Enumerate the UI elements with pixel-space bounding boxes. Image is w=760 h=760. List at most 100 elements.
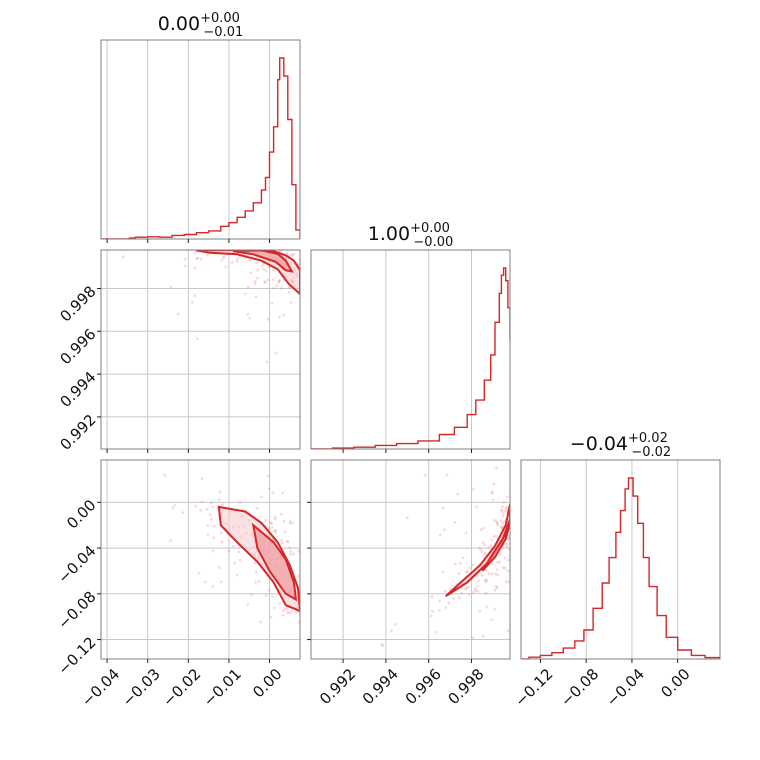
sample-point [277,279,281,283]
sample-point [199,243,202,246]
sample-point [163,473,167,477]
sample-point [493,607,497,611]
sample-point [501,566,505,569]
sample-point [472,591,475,594]
contour-inner [251,522,298,602]
sample-point [271,278,275,282]
sample-point [305,597,308,600]
sample-point [467,592,471,596]
sample-point [559,456,562,459]
sample-point [483,553,486,556]
sample-point [328,555,331,558]
sample-point [308,614,311,617]
sample-point [266,318,270,321]
x-tick-label-p2: 0.00 [657,665,693,701]
sample-point [578,580,581,583]
sample-point [434,630,437,634]
histogram-param-0 [101,57,300,239]
sample-point [536,554,539,557]
sample-point [516,544,519,547]
sample-point [205,507,209,511]
sample-point [593,509,596,512]
sample-point [302,588,305,591]
sample-point [346,630,349,633]
sample-point [494,585,498,589]
sample-point [512,516,515,519]
sample-point [314,610,317,613]
sample-point [331,212,334,215]
sample-point [249,271,253,275]
sample-point [302,271,305,274]
sample-point [224,265,228,269]
sample-point [466,570,469,574]
x-tick-label-p2: −0.08 [557,665,602,710]
sample-point [482,526,485,530]
sample-point [289,550,292,553]
sample-point [515,512,518,515]
sample-point [286,607,289,611]
sample-point [275,284,279,287]
sample-point [313,587,316,590]
sample-point [304,586,307,589]
x-tick-label-p1: 0.998 [444,665,487,708]
sample-point [288,232,291,235]
sample-point [238,500,242,504]
sample-point [220,540,224,544]
sample-point [272,268,275,272]
sample-point [302,278,305,281]
sample-point [206,533,210,536]
sample-point [197,571,201,575]
sample-point [522,522,525,525]
sample-point [277,280,280,284]
param-title-2: −0.04+0.02 −0.02 [570,431,671,460]
sample-point [264,269,268,273]
sample-point [543,527,546,530]
sample-point [546,596,549,599]
sample-point [502,501,506,504]
sample-point [406,516,409,520]
sample-point [211,549,215,553]
y-tick-label-p1: 0.996 [56,325,99,368]
sample-point [503,520,506,523]
sample-point [281,613,285,617]
sample-point [531,533,534,536]
sample-point [521,602,524,605]
y-tick-label-p2: −0.12 [54,633,99,678]
sample-point [507,537,510,540]
sample-point [287,611,291,615]
sample-point [246,603,250,606]
sample-point [492,535,496,538]
sample-point [277,242,280,245]
sample-point [238,240,241,243]
title-sub: −0.02 [631,445,671,460]
sample-point [499,553,502,556]
sample-point [208,513,212,516]
sample-point [257,579,261,583]
sample-point [525,517,528,520]
sample-point [206,253,209,257]
sample-point [193,266,197,270]
sample-point [249,593,253,597]
sample-point [307,595,310,598]
sample-point [494,534,498,538]
panel-2-2 [520,459,721,663]
sample-point [239,244,242,247]
sample-point [215,171,218,174]
sample-point [390,522,393,525]
sample-point [248,259,252,262]
sample-point [289,610,293,613]
sample-point [263,220,266,223]
sample-point [256,276,259,280]
sample-point [474,589,477,592]
sample-point [275,230,278,233]
sample-point [483,551,487,555]
param-title-1: 1.00+0.00 −0.00 [368,221,454,250]
sample-point [565,495,568,498]
sample-point [507,534,510,538]
sample-point [324,239,327,242]
sample-point [526,488,529,491]
sample-point [338,289,341,292]
sample-point [231,205,234,208]
sample-point [252,245,255,248]
